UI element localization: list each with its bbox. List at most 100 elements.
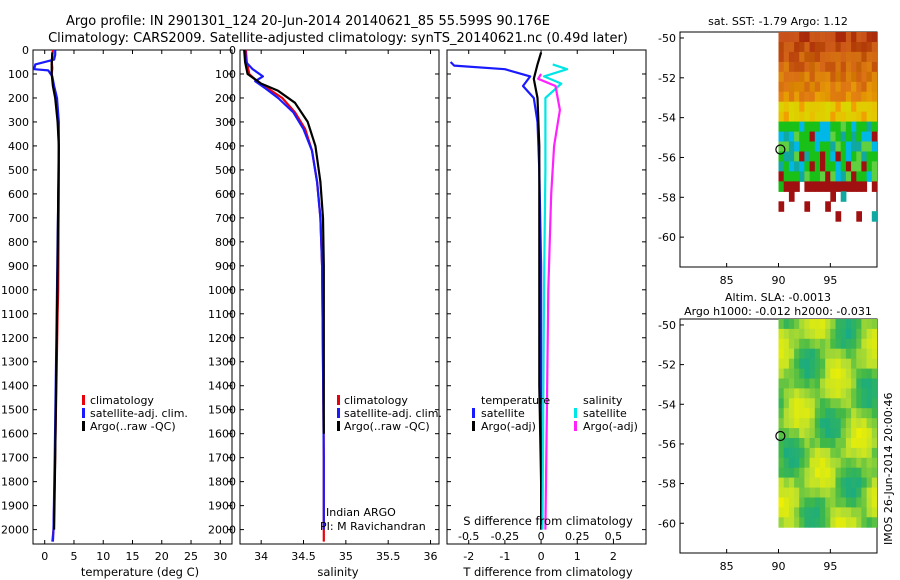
sst-cell — [804, 111, 811, 123]
sla-cell — [835, 378, 842, 389]
sst-cell — [783, 161, 790, 172]
sla-cell — [845, 497, 852, 508]
sla-cell — [871, 428, 877, 439]
depth-tick-label: 2000 — [208, 524, 236, 537]
sla-cell — [814, 388, 821, 399]
sst-cell — [794, 181, 800, 192]
sst-cell — [825, 51, 831, 63]
sst-cell — [799, 121, 805, 133]
sla-cell — [866, 328, 873, 340]
sla-cell — [820, 348, 826, 360]
sst-cell — [809, 171, 816, 182]
sla-cell — [820, 507, 826, 518]
sst-cell — [794, 101, 800, 113]
sst-cell — [835, 91, 842, 103]
sst-cell — [788, 61, 795, 73]
sla-cell — [799, 388, 805, 399]
sla-cell — [794, 319, 800, 330]
depth-tick-label: 1300 — [1, 356, 29, 369]
legend-climatology: climatology — [344, 394, 408, 407]
sla-cell — [778, 438, 785, 449]
sla-cell — [825, 507, 831, 518]
sst-cell — [794, 91, 800, 103]
sst-cell — [794, 151, 800, 162]
sst-cell — [820, 171, 826, 182]
sla-cell — [830, 338, 836, 350]
sla-cell — [825, 428, 831, 439]
sst-cell — [856, 42, 862, 53]
sla-cell — [809, 507, 816, 518]
sst-cell — [814, 111, 821, 123]
depth-tick-label: 1100 — [208, 308, 236, 321]
depth-tick-label: 500 — [8, 164, 29, 177]
sst-cell — [804, 161, 811, 172]
sst-cell — [835, 161, 842, 172]
sst-cell — [778, 61, 785, 73]
sla-cell — [845, 428, 852, 439]
sla-cell — [830, 497, 836, 508]
sla-cell — [783, 328, 790, 340]
sla-cell — [799, 438, 805, 449]
sst-cell — [794, 51, 800, 63]
sst-cell — [866, 131, 873, 143]
sst-cell — [861, 81, 868, 93]
sst-cell — [840, 171, 847, 182]
sla-cell — [866, 447, 873, 459]
sst-cell — [871, 71, 877, 83]
sla-cell — [820, 487, 826, 498]
x-tick-label: 34.5 — [291, 550, 316, 563]
sla-cell — [799, 517, 805, 528]
sla-cell — [820, 408, 826, 419]
sst-cell — [835, 121, 842, 133]
sla-cell — [871, 388, 877, 399]
sst-cell — [871, 51, 877, 63]
legend-swatch-satellite — [337, 408, 340, 418]
map-y-tick-label: -56 — [658, 151, 676, 164]
depth-tick-label: 2000 — [1, 524, 29, 537]
sla-cell — [856, 457, 862, 469]
sst-cell — [778, 91, 785, 103]
depth-tick-label: 100 — [215, 68, 236, 81]
sla-cell — [778, 378, 785, 389]
sst-cell — [871, 181, 877, 192]
sla-cell — [794, 447, 800, 459]
depth-tick-label: 800 — [8, 236, 29, 249]
sst-cell — [814, 91, 821, 103]
sla-cell — [799, 368, 805, 379]
sla-cell — [830, 428, 836, 439]
sla-cell — [840, 507, 847, 518]
sst-cell — [830, 91, 836, 103]
sst-cell — [845, 81, 852, 93]
sst-cell — [814, 61, 821, 73]
sla-cell — [825, 398, 831, 409]
sla-cell — [809, 457, 816, 469]
legend-swatch-t-satellite — [472, 408, 475, 418]
map-x-tick-label: 95 — [823, 560, 837, 573]
sst-cell — [788, 71, 795, 83]
sla-cell — [871, 398, 877, 409]
sla-cell — [804, 368, 811, 379]
sla-cell — [820, 457, 826, 469]
sla-cell — [830, 358, 836, 370]
sla-cell — [851, 328, 857, 340]
sst-cell — [825, 32, 831, 43]
x-tick-label: 35.5 — [376, 550, 401, 563]
sst-cell — [856, 131, 862, 143]
sla-cell — [871, 517, 877, 528]
sst-cell — [866, 171, 873, 182]
sla-cell — [840, 467, 847, 479]
sla-cell — [856, 338, 862, 350]
sst-cell — [804, 91, 811, 103]
sla-cell — [820, 428, 826, 439]
sst-cell — [861, 151, 868, 162]
sst-cell — [866, 42, 873, 53]
sla-cell — [778, 447, 785, 459]
sla-cell — [799, 348, 805, 360]
sla-cell — [835, 388, 842, 399]
sst-cell — [840, 51, 847, 63]
sla-cell — [830, 319, 836, 330]
sla-cell — [835, 358, 842, 370]
sst-cell — [835, 51, 842, 63]
sla-cell — [840, 368, 847, 379]
sla-cell — [861, 368, 868, 379]
